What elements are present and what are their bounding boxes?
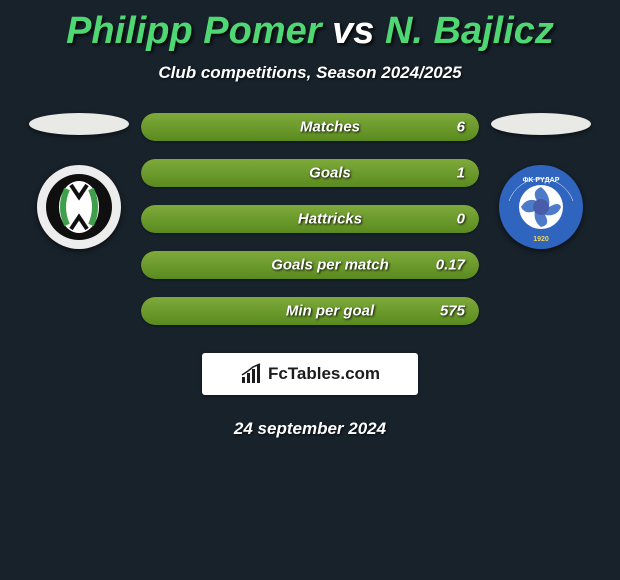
player-right-name: N. Bajlicz [385, 10, 554, 52]
player-left-name: Philipp Pomer [66, 10, 321, 52]
stat-label: Goals per match [231, 257, 389, 274]
svg-text:ΦK PYДAP: ΦK PYДAP [523, 177, 560, 184]
chart-icon [240, 363, 262, 385]
stat-row: Goals 1 [141, 159, 479, 187]
stat-value: 1 [457, 165, 465, 182]
stat-label: Hattricks [258, 211, 362, 228]
stat-row: Goals per match 0.17 [141, 251, 479, 279]
comparison-widget: Philipp Pomer vs N. Bajlicz Club competi… [0, 0, 620, 439]
stat-label: Matches [260, 119, 360, 136]
stat-row: Min per goal 575 [141, 297, 479, 325]
brand-box[interactable]: FcTables.com [202, 353, 418, 395]
stat-label: Goals [269, 165, 351, 182]
stat-value: 0 [457, 211, 465, 228]
stat-row: Hattricks 0 [141, 205, 479, 233]
footer-date: 24 september 2024 [0, 419, 620, 439]
vs-text: vs [322, 10, 385, 52]
right-name-pill [491, 113, 591, 135]
left-club-icon [37, 165, 121, 249]
left-name-pill [29, 113, 129, 135]
stat-value: 6 [457, 119, 465, 136]
page-title: Philipp Pomer vs N. Bajlicz [0, 2, 620, 63]
stat-value: 575 [440, 303, 465, 320]
brand-text: FcTables.com [268, 364, 380, 384]
comparison-layout: Matches 6 Goals 1 Hattricks 0 Goals per match 0… [0, 113, 620, 343]
svg-text:1920: 1920 [533, 236, 549, 243]
right-column: ΦK PYДAP 1920 [491, 113, 591, 249]
left-column [29, 113, 129, 249]
stat-row: Matches 6 [141, 113, 479, 141]
stat-label: Min per goal [246, 303, 374, 320]
stats-panel: Matches 6 Goals 1 Hattricks 0 Goals per match 0… [141, 113, 479, 343]
left-club-badge [37, 165, 121, 249]
subtitle: Club competitions, Season 2024/2025 [0, 63, 620, 83]
right-club-icon: ΦK PYДAP 1920 [499, 165, 583, 249]
right-club-badge: ΦK PYДAP 1920 [499, 165, 583, 249]
stat-value: 0.17 [436, 257, 465, 274]
